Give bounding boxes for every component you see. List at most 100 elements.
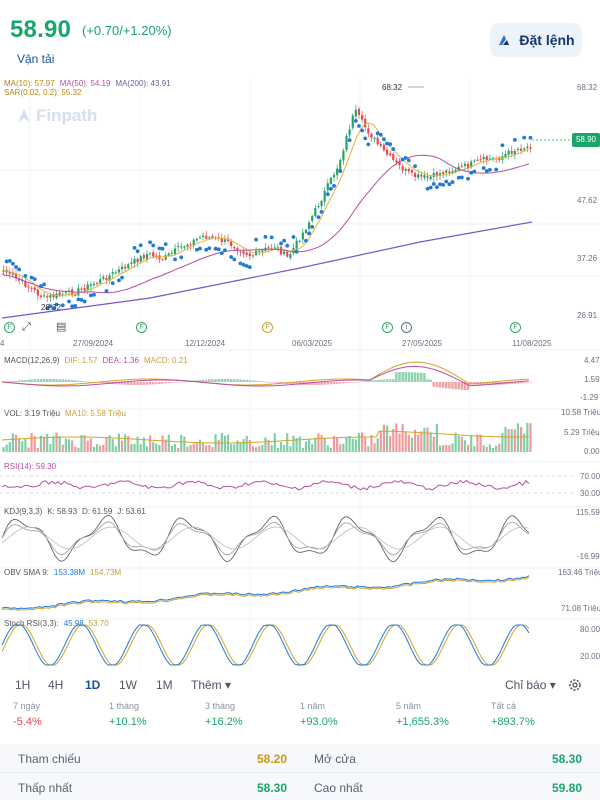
expand-icon[interactable]: ⤢ [22,321,31,333]
candle-body [426,176,429,178]
macd-histogram-bar [180,381,183,383]
macd-histogram-bar [158,382,161,384]
candle-body [354,109,357,117]
volume-bar [158,444,161,452]
macd-histogram-bar [488,382,492,385]
timeframe-1h[interactable]: 1H [15,678,31,692]
macd-histogram-bar [83,381,86,382]
stats-row: Thấp nhất 58.30 Cao nhất 59.80 [0,772,600,800]
macd-histogram-bar [39,379,43,382]
macd-histogram-bar [102,382,105,384]
candle-body [463,163,467,166]
sar-dot [247,265,252,270]
macd-histogram-bar [398,372,401,382]
macd-histogram-bar [208,379,211,382]
place-order-button[interactable]: Đặt lệnh [490,23,582,57]
dividend-marker[interactable]: F [382,322,393,333]
volume-bar [454,432,457,452]
dividend-marker[interactable]: F [4,322,15,333]
candle-body [407,168,410,172]
candle-body [432,172,435,177]
candle-body [413,173,417,178]
chart-area[interactable]: Finpath MA(10): 57.97 MA(50): 54.19 MA(200… [0,76,600,672]
volume-bar [173,444,177,452]
settings-icon[interactable] [567,677,583,693]
macd-histogram-bar [248,380,252,382]
candle-body [58,292,61,296]
sector-link[interactable]: Vận tải [17,52,55,66]
candle-body [385,149,389,155]
sar-dot [194,247,199,252]
candle-body [36,289,39,296]
macd-histogram-bar [348,382,351,383]
macd-histogram-bar [295,382,298,385]
macd-histogram-bar [236,379,239,382]
timeframe-4h[interactable]: 4H [48,678,64,692]
dividend-marker[interactable]: F [136,322,147,333]
volume-bar [267,439,270,452]
candle-body [205,235,208,239]
macd-histogram-bar [519,382,523,384]
candle-body [46,296,49,298]
macd-histogram-bar [441,382,445,388]
timeframe-1d[interactable]: 1D [85,678,101,692]
sar-dot [428,185,433,190]
macd-histogram-bar [226,379,230,382]
volume-bar [64,438,68,452]
candle-body [167,253,170,256]
macd-histogram-bar [139,382,142,385]
info-marker[interactable]: i [401,322,412,333]
macd-histogram-bar [61,379,65,382]
sar-dot [413,164,417,168]
volume-bar [102,444,105,452]
timeframe-1m[interactable]: 1M [156,678,173,692]
macd-histogram-bar [77,380,80,382]
macd-histogram-bar [142,382,146,385]
volume-bar [382,424,386,452]
dividend-marker[interactable]: F [510,322,521,333]
macd-histogram-bar [395,372,398,382]
perf-label: 1 năm [300,701,326,711]
y-tick-68: 68.32 [577,83,598,92]
volume-bar [248,439,251,452]
volume-bar [105,437,108,452]
volume-legend: VOL: 3.19 Triệu MA10: 5.58 Triệu [4,409,131,418]
macd-histogram-bar [466,382,470,391]
sar-dot [138,243,143,248]
macd-histogram-bar [55,379,58,382]
volume-bar [5,444,8,452]
sar-dot [282,238,287,243]
macd-histogram-bar [170,382,174,383]
macd-histogram-bar [195,380,199,382]
volume-bar [426,427,429,452]
notes-icon[interactable]: ▤ [56,321,67,333]
volume-bar [183,436,186,452]
indicators-button[interactable]: Chỉ báo ▾ [505,678,556,692]
candle-body [345,136,348,151]
sar-dot [29,275,34,280]
perf-all: Tất cả +893.7% [491,701,535,728]
volume-bar [276,447,280,452]
timeframe-1w[interactable]: 1W [119,678,137,692]
volume-bar [364,437,367,452]
event-marker[interactable]: F [262,322,273,333]
sar-dot [120,275,124,280]
candle-body [376,137,379,145]
macd-histogram-bar [392,379,395,382]
candle-body [148,253,152,255]
candle-body [130,262,133,264]
chart-canvas[interactable] [0,76,600,672]
ma200-line [1,221,533,319]
candle-body [208,237,211,239]
macd-histogram-bar [370,380,373,382]
macd-histogram-bar [292,382,295,385]
macd-histogram-bar [522,382,526,383]
vol-value: VOL: 3.19 Triệu [4,409,61,418]
volume-bar [33,435,36,452]
macd-histogram-bar [27,379,30,382]
volume-bar [432,436,435,452]
candle-body [27,286,30,288]
more-timeframes[interactable]: Thêm ▾ [191,678,232,692]
perf-5y: 5 năm +1,655.3% [396,701,449,728]
macd-histogram-bar [105,382,108,384]
